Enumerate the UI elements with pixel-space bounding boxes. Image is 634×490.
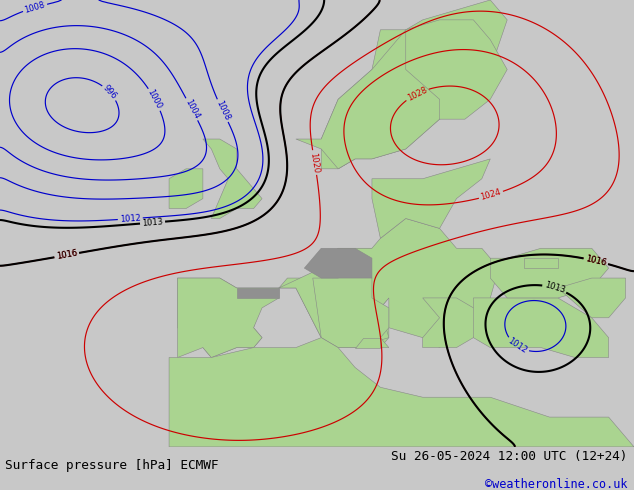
Polygon shape [203,139,262,219]
Text: ©weatheronline.co.uk: ©weatheronline.co.uk [485,478,628,490]
Polygon shape [321,149,355,169]
Text: 1008: 1008 [23,0,46,15]
Text: 1013: 1013 [543,281,566,295]
Text: 1004: 1004 [183,98,201,121]
Text: Surface pressure [hPa] ECMWF: Surface pressure [hPa] ECMWF [5,459,219,472]
Text: 1016: 1016 [585,254,607,268]
Polygon shape [313,268,389,347]
Text: 1024: 1024 [480,188,502,202]
Text: 1016: 1016 [585,254,607,268]
Text: Su 26-05-2024 12:00 UTC (12+24): Su 26-05-2024 12:00 UTC (12+24) [391,450,628,464]
Text: 1000: 1000 [146,88,164,111]
Polygon shape [474,298,609,358]
Polygon shape [321,20,490,169]
Text: 1016: 1016 [56,249,78,261]
Polygon shape [178,248,389,358]
Polygon shape [490,248,609,298]
Text: 1012: 1012 [507,337,529,356]
Text: 1028: 1028 [406,85,429,102]
Text: 1013: 1013 [141,217,164,228]
Polygon shape [169,169,203,209]
Text: 996: 996 [101,84,119,101]
Polygon shape [423,298,490,347]
Polygon shape [372,159,490,238]
Text: 1016: 1016 [56,249,78,261]
Text: 1020: 1020 [309,151,321,173]
Polygon shape [558,278,626,318]
Polygon shape [524,258,558,268]
Polygon shape [178,278,279,358]
Polygon shape [296,0,507,169]
Polygon shape [169,338,634,447]
Polygon shape [406,20,507,119]
Polygon shape [279,219,499,347]
Text: 1008: 1008 [214,99,231,122]
Polygon shape [236,288,279,298]
Text: 1012: 1012 [120,214,141,224]
Polygon shape [304,248,372,278]
Polygon shape [355,338,380,347]
